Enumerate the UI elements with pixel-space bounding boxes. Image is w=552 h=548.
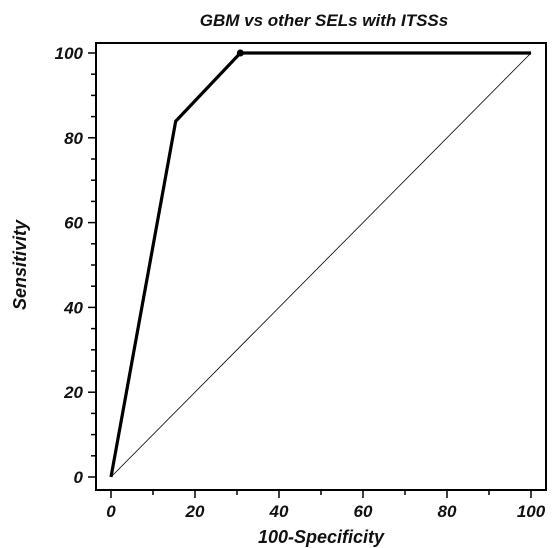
y-tick-label: 60 (64, 214, 83, 233)
chart-marks: 0 20 40 60 80 100 0 20 40 60 80 100 (55, 44, 546, 521)
x-axis-label: 100-Specificity (258, 527, 385, 547)
x-tick-label: 100 (517, 502, 546, 521)
chart-title: GBM vs other SELs with ITSSs (200, 11, 448, 30)
x-tick-label: 40 (269, 502, 289, 521)
plot-frame (95, 42, 547, 491)
x-tick-label: 80 (438, 502, 457, 521)
x-tick-label: 0 (106, 502, 116, 521)
x-tick-label: 60 (354, 502, 373, 521)
roc-optimal-point (236, 49, 244, 57)
reference-diagonal-line (110, 52, 532, 478)
y-tick-label: 40 (63, 298, 83, 317)
y-tick-label: 100 (55, 44, 84, 63)
y-tick-label: 80 (64, 129, 83, 148)
y-axis-label: Sensitivity (10, 219, 30, 310)
y-tick-label: 0 (74, 468, 84, 487)
y-tick-label: 20 (63, 383, 83, 402)
x-tick-label: 20 (185, 502, 205, 521)
roc-curve-line (109, 51, 531, 478)
